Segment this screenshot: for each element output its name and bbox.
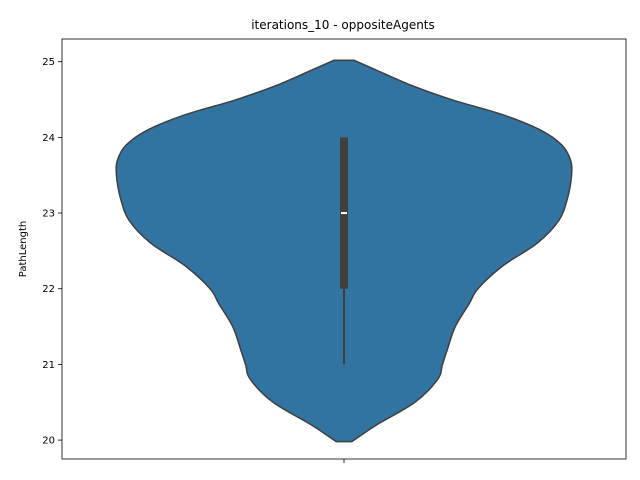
y-axis-label: PathLength: [18, 221, 29, 277]
plot-area: 20 21 22 23 24 25: [42, 38, 627, 463]
y-tick-label: 20: [42, 436, 55, 447]
y-tick-label: 22: [42, 284, 55, 295]
y-tick-label: 21: [42, 360, 55, 371]
chart-title: iterations_10 - oppositeAgents: [251, 18, 435, 32]
y-tick-label: 25: [42, 57, 55, 68]
y-tick-label: 23: [42, 209, 55, 220]
y-tick-label: 24: [42, 133, 55, 144]
